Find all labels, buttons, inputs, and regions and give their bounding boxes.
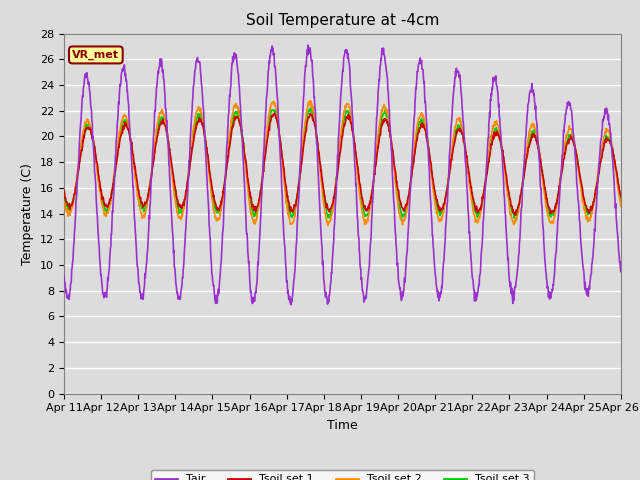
Legend: Tair, Tsoil set 1, Tsoil set 2, Tsoil set 3: Tair, Tsoil set 1, Tsoil set 2, Tsoil se… bbox=[150, 470, 534, 480]
Y-axis label: Temperature (C): Temperature (C) bbox=[22, 163, 35, 264]
X-axis label: Time: Time bbox=[327, 419, 358, 432]
Text: VR_met: VR_met bbox=[72, 50, 119, 60]
Title: Soil Temperature at -4cm: Soil Temperature at -4cm bbox=[246, 13, 439, 28]
